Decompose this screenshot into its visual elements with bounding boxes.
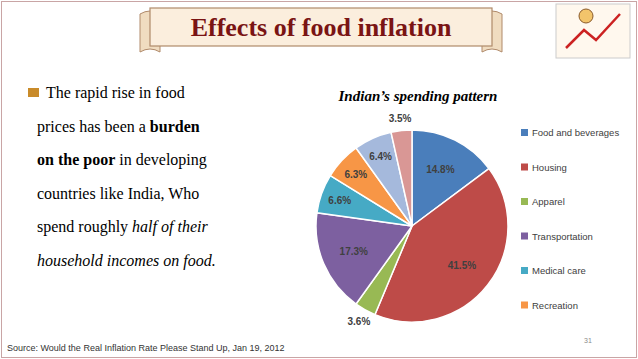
bullet-line: prices has been a burden xyxy=(37,118,200,136)
bullet-line: countries like India, Who xyxy=(37,185,199,202)
text-run: burden xyxy=(150,118,200,135)
text-run: prices has been a xyxy=(37,118,150,136)
slide-number: 31 xyxy=(584,337,592,344)
legend-label: Food and beverages xyxy=(532,127,619,138)
legend-swatch xyxy=(521,302,528,309)
bullet-line: The rapid rise in food xyxy=(46,84,185,102)
data-label: 3.6% xyxy=(347,316,370,327)
data-label: 17.3% xyxy=(340,246,368,257)
text-run: half of their xyxy=(132,218,208,236)
bullet-line: household incomes on food. xyxy=(37,252,216,270)
pie-slice xyxy=(391,130,412,226)
bullet-line: spend roughly half of their xyxy=(37,218,208,236)
slide: Effects of food inflation The rapid rise … xyxy=(0,0,638,359)
text-run: household incomes on food. xyxy=(37,252,216,270)
text-run: spend roughly xyxy=(37,218,132,236)
legend-swatch xyxy=(521,233,528,240)
pie-slice xyxy=(316,213,412,304)
legend-label: Apparel xyxy=(532,196,565,207)
data-label: 3.5% xyxy=(389,113,412,124)
legend-label: Recreation xyxy=(532,300,578,311)
text-run: countries like India, Who xyxy=(37,185,199,202)
legend-swatch xyxy=(521,267,528,274)
legend-swatch xyxy=(521,198,528,205)
legend-swatch xyxy=(521,129,528,136)
source: Source: Would the Real Inflation Rate Pl… xyxy=(7,343,285,353)
data-label: 41.5% xyxy=(448,260,476,271)
pie xyxy=(316,130,508,322)
title: Effects of food inflation xyxy=(191,13,452,42)
decor-head xyxy=(579,9,593,23)
data-label: 6.4% xyxy=(369,151,392,162)
bullet-icon xyxy=(28,88,39,97)
legend-swatch xyxy=(521,164,528,171)
background xyxy=(0,0,638,359)
slide-frame xyxy=(2,2,637,358)
data-label: 6.3% xyxy=(344,169,367,180)
decor-box xyxy=(556,4,630,58)
text-run: on the poor xyxy=(37,151,115,169)
bullet-line: on the poor in developing xyxy=(37,151,207,169)
legend-label: Medical care xyxy=(532,265,586,276)
data-label: 14.8% xyxy=(426,164,454,175)
legend-label: Housing xyxy=(532,162,567,173)
data-label: 6.6% xyxy=(328,195,351,206)
text-run: in developing xyxy=(115,151,207,169)
legend-label: Transportation xyxy=(532,231,593,242)
decor-arrow xyxy=(566,14,620,48)
title-banner xyxy=(150,8,492,46)
legend: Food and beverages Housing Apparel Transpor… xyxy=(521,127,619,311)
text-run: The rapid rise in food xyxy=(46,84,185,102)
data-labels: 14.8% 41.5% 3.6% 17.3% 6.6% 6.3%6.4% 3.5% xyxy=(328,113,476,328)
chart-title: Indian’s spending pattern xyxy=(338,88,498,104)
decor-icon xyxy=(556,4,630,58)
